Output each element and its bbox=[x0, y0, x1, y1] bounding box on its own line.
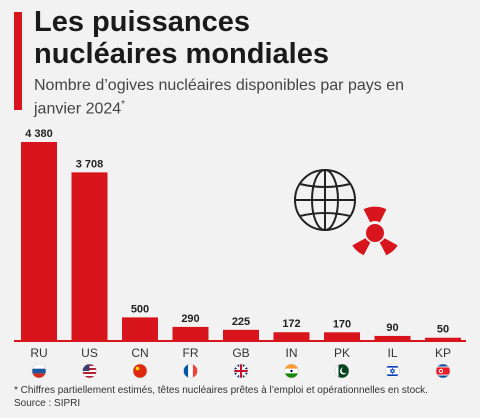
value-label-in: 172 bbox=[282, 318, 300, 330]
footnote: * Chiffres partiellement estimés, têtes … bbox=[14, 384, 474, 410]
india-flag-icon bbox=[284, 363, 299, 379]
value-label-fr: 290 bbox=[181, 313, 199, 325]
russia-flag-icon bbox=[31, 363, 47, 379]
uk-flag-icon bbox=[233, 363, 249, 379]
bar-cn bbox=[122, 317, 158, 340]
bar-kp bbox=[425, 337, 461, 340]
bars-group: 4 380 RU 3 708 US 500 CN 290 FR 225 GB 172 IN 170 PK 9… bbox=[21, 128, 461, 379]
pakistan-flag-icon bbox=[334, 363, 350, 379]
north-korea-flag-icon bbox=[435, 363, 451, 379]
bar-chart: 4 380 RU 3 708 US 500 CN 290 FR 225 GB 172 IN 170 PK 9… bbox=[14, 128, 466, 379]
israel-flag-icon bbox=[385, 363, 400, 379]
value-label-kp: 50 bbox=[437, 324, 449, 336]
tick-label-kp: KP bbox=[435, 346, 451, 360]
tick-label-ru: RU bbox=[30, 346, 47, 360]
value-label-il: 90 bbox=[386, 322, 398, 334]
subtitle-text: Nombre d’ogives nucléaires disponibles p… bbox=[34, 77, 404, 118]
bar-il bbox=[374, 335, 411, 340]
bar-fr bbox=[172, 326, 209, 340]
usa-flag-icon bbox=[82, 363, 97, 379]
bar-pk bbox=[324, 332, 360, 340]
bar-ru bbox=[21, 142, 57, 340]
tick-label-gb: GB bbox=[232, 346, 249, 360]
tick-label-in: IN bbox=[286, 346, 298, 360]
title-accent-bar bbox=[14, 12, 22, 110]
bar-gb bbox=[223, 329, 259, 340]
subtitle-footnote-mark: * bbox=[121, 99, 126, 110]
value-label-ru: 4 380 bbox=[25, 128, 53, 140]
footnote-source: Source : SIPRI bbox=[14, 398, 81, 409]
france-flag-icon bbox=[183, 363, 198, 379]
value-label-cn: 500 bbox=[131, 303, 149, 315]
chart-subtitle: Nombre d’ogives nucléaires disponibles p… bbox=[34, 76, 454, 118]
china-flag-icon bbox=[132, 363, 148, 379]
tick-label-us: US bbox=[81, 346, 98, 360]
bar-us bbox=[71, 172, 108, 340]
title-line-2: nucléaires mondiales bbox=[34, 38, 329, 70]
bar-in bbox=[273, 332, 310, 340]
title-line-1: Les puissances bbox=[34, 6, 250, 38]
tick-label-il: IL bbox=[387, 346, 397, 360]
value-label-pk: 170 bbox=[333, 318, 351, 330]
tick-label-pk: PK bbox=[334, 346, 350, 360]
chart-title: Les puissances nucléaires mondiales bbox=[34, 6, 454, 70]
footnote-note: * Chiffres partiellement estimés, têtes … bbox=[14, 385, 428, 396]
tick-label-fr: FR bbox=[183, 346, 199, 360]
value-label-gb: 225 bbox=[232, 316, 250, 328]
globe-radiation-icon bbox=[294, 169, 399, 257]
value-label-us: 3 708 bbox=[76, 158, 104, 170]
tick-label-cn: CN bbox=[131, 346, 148, 360]
